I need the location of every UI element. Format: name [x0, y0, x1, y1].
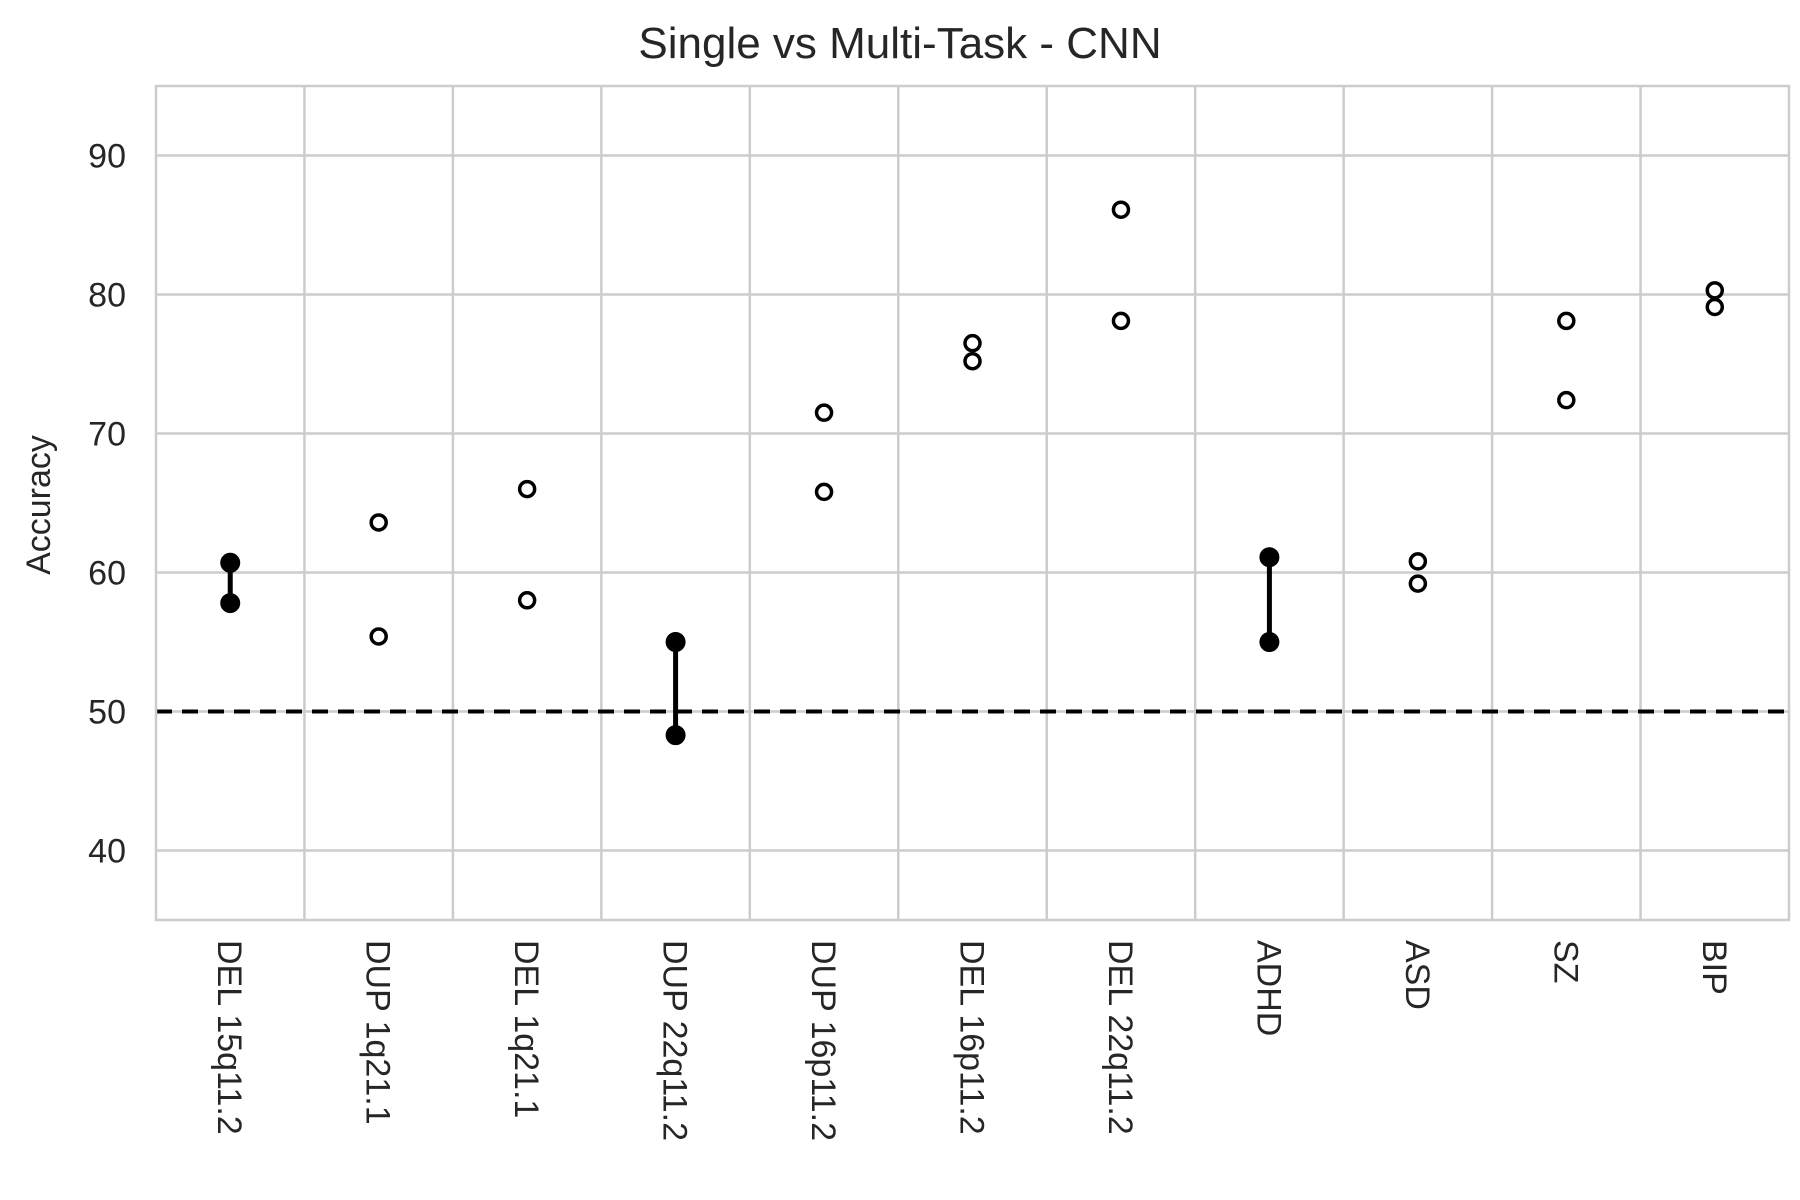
data-point	[1408, 574, 1428, 593]
pair-group	[963, 333, 982, 371]
data-point	[1705, 281, 1725, 300]
data-point	[369, 627, 388, 646]
data-point	[517, 591, 537, 610]
data-point	[1705, 297, 1725, 317]
data-point	[1111, 200, 1131, 219]
data-point	[1557, 311, 1576, 331]
data-point	[1259, 547, 1280, 568]
data-point	[1259, 632, 1280, 652]
data-point	[963, 351, 982, 371]
x-tick-label: DUP 1q21.1	[359, 940, 397, 1125]
pair-group	[369, 513, 388, 646]
data-point	[665, 632, 686, 652]
data-point	[1111, 311, 1131, 331]
data-point	[665, 725, 686, 746]
x-tick-labels: DEL 15q11.2 DUP 1q21.1 DEL 1q21.1 DUP 22q11…	[210, 940, 1733, 1141]
y-tick-label: 60	[88, 555, 126, 593]
y-tick-labels: 40 50 60 70 80 90	[88, 138, 126, 871]
y-tick-label: 70	[88, 416, 126, 454]
data-point	[1408, 552, 1428, 571]
x-tick-label: DUP 22q11.2	[656, 940, 694, 1141]
x-tick-label: DUP 16p11.2	[804, 940, 842, 1141]
data-point	[963, 333, 982, 353]
pair-group	[517, 479, 537, 610]
x-tick-label: SZ	[1546, 940, 1584, 983]
pair-group	[1408, 552, 1428, 593]
pair-group	[814, 403, 834, 502]
accuracy-pairs	[220, 200, 1725, 746]
x-tick-label: ASD	[1398, 940, 1436, 1010]
pair-group	[1111, 200, 1131, 331]
data-point	[220, 593, 241, 614]
data-point	[1557, 390, 1576, 410]
grid-lines	[156, 86, 1789, 920]
data-point	[814, 482, 834, 502]
y-tick-label: 50	[88, 694, 126, 732]
pair-group	[220, 552, 241, 614]
x-tick-label: DEL 15q11.2	[210, 940, 248, 1135]
data-point	[517, 479, 537, 499]
x-tick-label: DEL 22q11.2	[1101, 940, 1139, 1135]
data-point	[814, 403, 834, 422]
pair-group	[1557, 311, 1576, 410]
data-point	[369, 513, 388, 532]
x-tick-label: DEL 1q21.1	[507, 940, 545, 1118]
data-point	[220, 552, 241, 573]
y-tick-label: 40	[88, 833, 126, 871]
y-tick-label: 80	[88, 277, 126, 315]
plot-frame	[154, 84, 1791, 922]
pair-group	[665, 632, 686, 746]
pair-group	[1259, 547, 1280, 652]
y-tick-label: 90	[88, 138, 126, 176]
chart-title: Single vs Multi-Task - CNN	[638, 19, 1161, 68]
pair-group	[1705, 281, 1725, 317]
y-axis-label: Accuracy	[20, 435, 58, 575]
x-tick-label: BIP	[1695, 940, 1733, 995]
x-tick-label: ADHD	[1249, 940, 1287, 1036]
x-tick-label: DEL 16p11.2	[953, 940, 991, 1135]
